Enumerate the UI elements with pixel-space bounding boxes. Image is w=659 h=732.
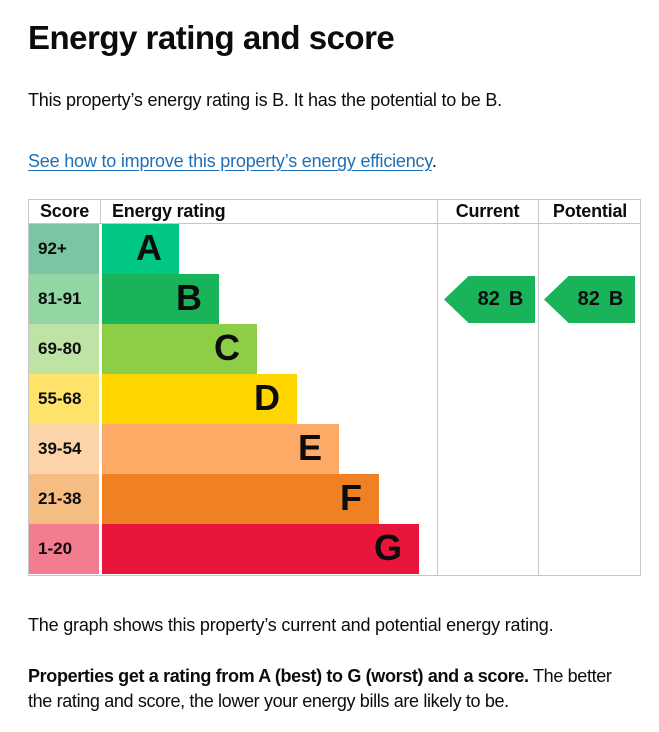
- rating-explanation-rest: The better the rating and score, the low…: [28, 666, 612, 711]
- epc-rating-chart: Score Energy rating Current Potential 92…: [28, 199, 641, 576]
- score-range-e: 39-54: [29, 424, 99, 474]
- page-title: Energy rating and score: [28, 19, 395, 56]
- chart-header-row: Score Energy rating Current Potential: [29, 200, 640, 224]
- band-row-g: 1-20 G: [29, 524, 640, 574]
- band-row-a: 92+ A: [29, 224, 640, 274]
- score-range-a: 92+: [29, 224, 99, 274]
- rating-band-rows: 92+ A 81-91 B 69-80 C 55-68 D 39-54 E 21-38 F 1-20 G: [29, 224, 640, 574]
- band-row-d: 55-68 D: [29, 374, 640, 424]
- band-row-b: 81-91 B: [29, 274, 640, 324]
- potential-score-letter: B: [608, 288, 624, 310]
- improve-link-row: See how to improve this property’s energ…: [28, 149, 639, 174]
- score-range-c: 69-80: [29, 324, 99, 374]
- divider-score-rating: [100, 200, 101, 224]
- summary-text: This property’s energy rating is B. It h…: [28, 90, 502, 110]
- score-range-g: 1-20: [29, 524, 99, 574]
- improve-efficiency-link[interactable]: See how to improve this property’s energ…: [28, 151, 432, 171]
- score-range-f: 21-38: [29, 474, 99, 524]
- rating-band-bar-c: C: [102, 324, 257, 374]
- potential-score-value: 82: [577, 288, 600, 310]
- divider-current-potential: [538, 200, 539, 575]
- rating-band-bar-b: B: [102, 274, 219, 324]
- band-row-c: 69-80 C: [29, 324, 640, 374]
- band-row-f: 21-38 F: [29, 474, 640, 524]
- band-row-e: 39-54 E: [29, 424, 640, 474]
- column-header-energy-rating: Energy rating: [112, 201, 226, 221]
- graph-caption: The graph shows this property’s current …: [28, 615, 554, 635]
- current-score-value: 82: [477, 288, 500, 310]
- rating-explanation: Properties get a rating from A (best) to…: [28, 664, 636, 714]
- column-header-current: Current: [455, 201, 520, 221]
- divider-rating-current: [437, 200, 438, 575]
- rating-band-bar-f: F: [102, 474, 379, 524]
- rating-explanation-bold: Properties get a rating from A (best) to…: [28, 666, 529, 686]
- rating-band-bar-a: A: [102, 224, 179, 274]
- rating-band-bar-d: D: [102, 374, 297, 424]
- column-header-potential: Potential: [552, 201, 628, 221]
- column-header-score: Score: [39, 201, 90, 221]
- rating-band-bar-e: E: [102, 424, 339, 474]
- score-range-b: 81-91: [29, 274, 99, 324]
- current-score-letter: B: [508, 288, 524, 310]
- score-range-d: 55-68: [29, 374, 99, 424]
- rating-band-bar-g: G: [102, 524, 419, 574]
- link-period: .: [431, 151, 437, 171]
